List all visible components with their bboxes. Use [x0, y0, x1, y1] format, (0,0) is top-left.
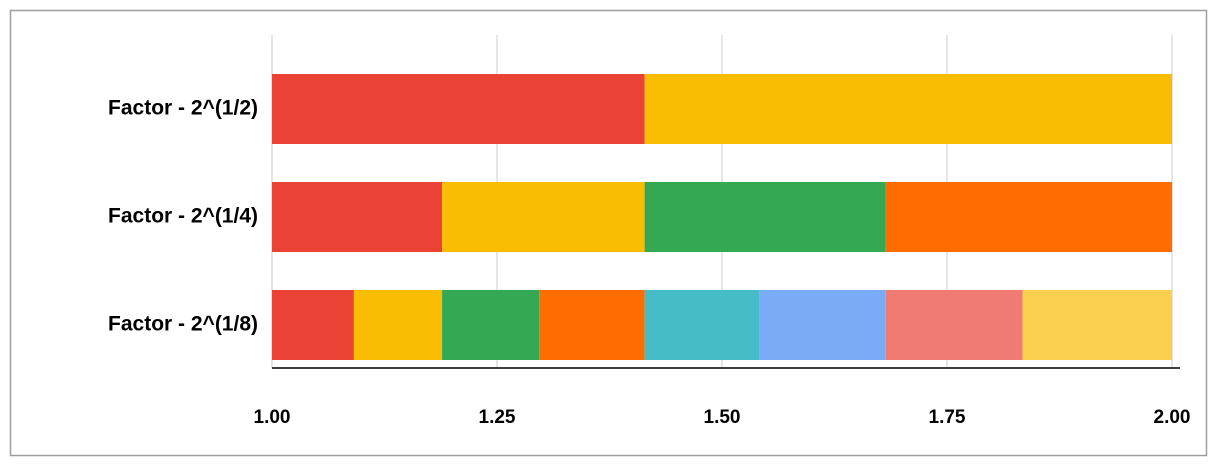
x-tick-label: 1.25 [479, 407, 516, 428]
bar-segment [272, 74, 645, 144]
y-tick-label: Factor - 2^(1/8) [108, 313, 258, 336]
bar-segment [644, 290, 760, 360]
x-tick-label: 1.00 [254, 407, 291, 428]
bar-segment [272, 182, 443, 252]
x-tick-label: 2.00 [1154, 407, 1191, 428]
bar-segment [353, 290, 443, 360]
y-tick-label: Factor - 2^(1/4) [108, 205, 258, 228]
bar-segment [539, 290, 645, 360]
bar-segment [442, 182, 645, 252]
bar-segment [1022, 290, 1172, 360]
bar-segment [644, 182, 886, 252]
bar-segment [442, 290, 540, 360]
bar-segment [272, 290, 354, 360]
bar-segment [759, 290, 886, 360]
bar-segment [885, 182, 1172, 252]
x-tick-label: 1.50 [704, 407, 741, 428]
bar-segment [644, 74, 1172, 144]
y-tick-label: Factor - 2^(1/2) [108, 97, 258, 120]
x-tick-label: 1.75 [929, 407, 966, 428]
bar-segment [885, 290, 1023, 360]
